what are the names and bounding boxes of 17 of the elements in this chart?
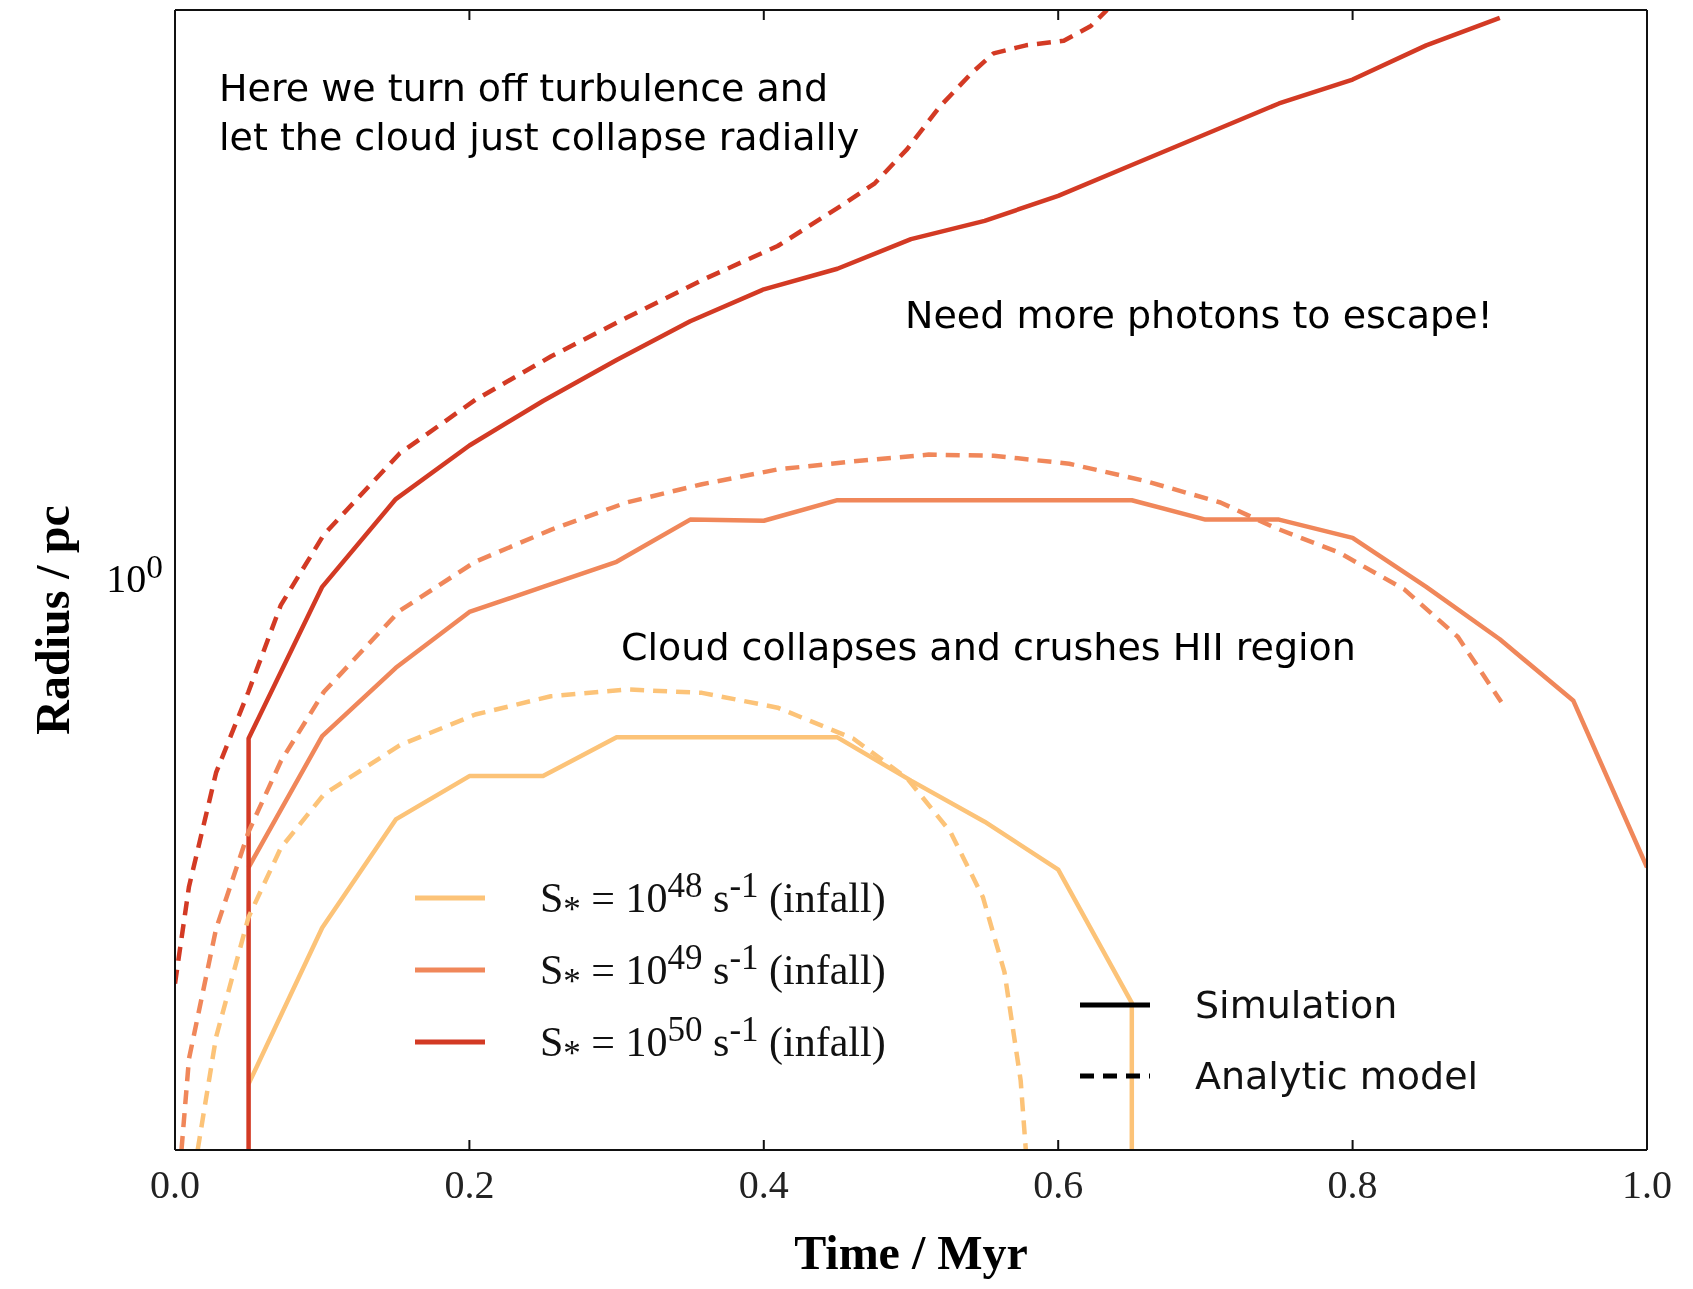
legend-label: Analytic model xyxy=(1195,1054,1479,1098)
annotation: Cloud collapses and crushes HII region xyxy=(621,624,1356,672)
x-tick-label: 0.2 xyxy=(444,1162,495,1208)
x-tick-label: 0.4 xyxy=(738,1162,789,1208)
annotation: Need more photons to escape! xyxy=(905,292,1493,340)
legend-label: Simulation xyxy=(1195,983,1398,1027)
y-axis-title: Radius / pc xyxy=(24,505,80,735)
x-tick-label: 0.6 xyxy=(1033,1162,1084,1208)
x-tick-label: 0.8 xyxy=(1327,1162,1378,1208)
text: 10$^{0}$ xyxy=(106,546,163,604)
x-tick-label: 1.0 xyxy=(1622,1162,1672,1208)
legend-label: S$_{*}$ = 10$^{49}$ s$^{-1}$ (infall) xyxy=(540,937,886,1003)
x-axis-title: Time / Myr xyxy=(794,1225,1028,1280)
annotation: Here we turn off turbulence and let the cloud just collapse radially xyxy=(219,64,860,161)
legend-label: S$_{*}$ = 10$^{48}$ s$^{-1}$ (infall) xyxy=(540,865,886,931)
x-tick-label: 0.0 xyxy=(150,1162,200,1208)
legend-label: S$_{*}$ = 10$^{50}$ s$^{-1}$ (infall) xyxy=(540,1009,886,1075)
